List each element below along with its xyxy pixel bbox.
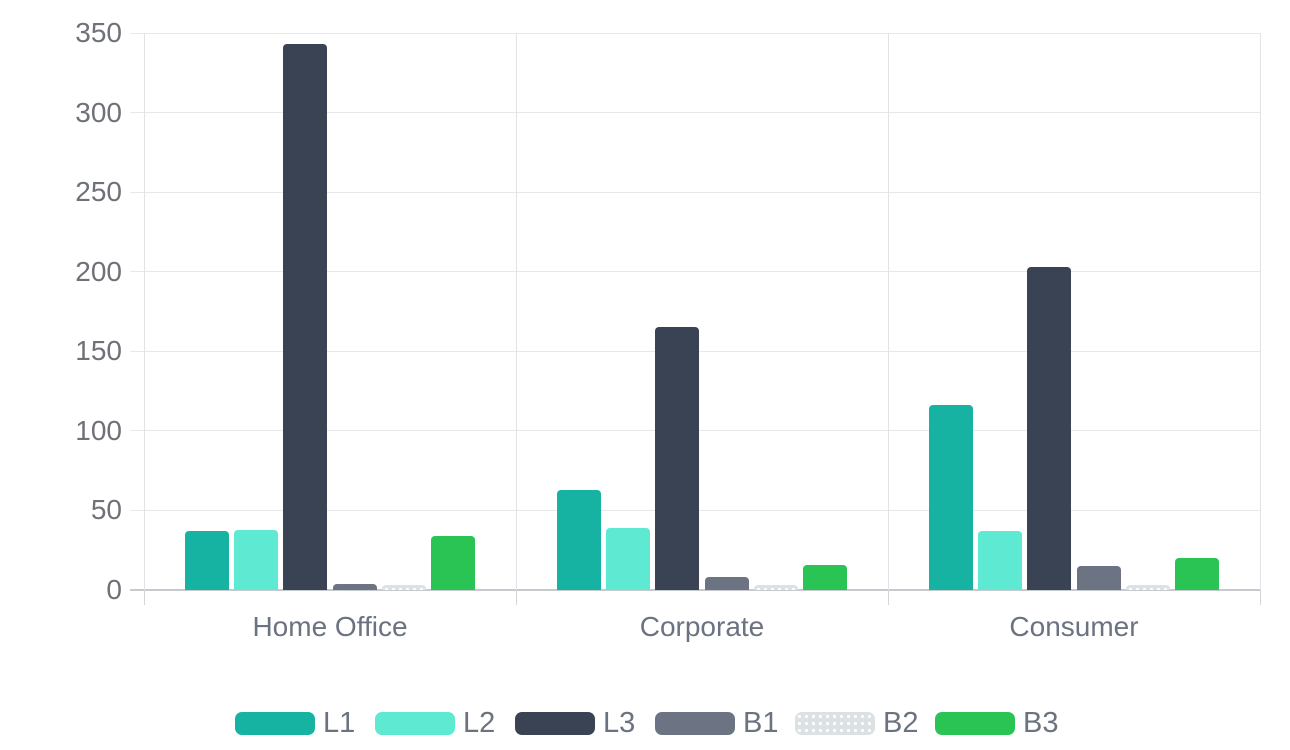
- legend: L1 L2 L3 B1 B2 B3: [0, 700, 1290, 746]
- legend-swatch-b2: [795, 711, 875, 735]
- x-axis-baseline: [130, 589, 1260, 591]
- bar-l3-home-office[interactable]: [283, 44, 328, 590]
- bar-b2-home-office[interactable]: [381, 585, 426, 590]
- bar-b2-corporate[interactable]: [753, 585, 798, 590]
- legend-item-b3[interactable]: B3: [935, 706, 1059, 739]
- gridline: [130, 112, 1260, 114]
- gridline: [130, 191, 1260, 193]
- legend-item-l1[interactable]: L1: [235, 706, 356, 739]
- legend-swatch-l2: [375, 711, 455, 735]
- x-axis-tick: [143, 590, 145, 605]
- legend-swatch-b1: [655, 711, 735, 735]
- y-axis-tick-label: 350: [75, 17, 122, 48]
- bar-b1-home-office[interactable]: [332, 583, 377, 590]
- x-axis-label-consumer: Consumer: [1009, 611, 1139, 642]
- x-axis-tick: [1259, 590, 1261, 605]
- legend-item-l3[interactable]: L3: [515, 706, 636, 739]
- bar-b1-consumer[interactable]: [1076, 566, 1121, 590]
- gridline: [130, 32, 1260, 34]
- x-axis-tick: [515, 590, 517, 605]
- category-separator: [515, 33, 517, 590]
- bar-l3-corporate[interactable]: [655, 327, 700, 590]
- bar-b3-consumer[interactable]: [1175, 558, 1219, 590]
- y-axis-tick-label: 0: [106, 574, 122, 605]
- bar-b1-corporate[interactable]: [704, 577, 749, 590]
- legend-label-b3: B3: [1023, 706, 1059, 739]
- legend-item-l2[interactable]: L2: [375, 706, 496, 739]
- legend-swatch-l1: [235, 711, 315, 735]
- y-axis-tick-label: 150: [75, 335, 122, 367]
- legend-swatch-l3: [515, 711, 595, 735]
- category-separator: [887, 33, 889, 590]
- y-axis-tick-label: 100: [75, 414, 122, 446]
- x-axis-label-corporate: Corporate: [639, 611, 765, 642]
- bar-l1-home-office[interactable]: [185, 531, 229, 590]
- bar-l2-corporate[interactable]: [606, 527, 651, 590]
- legend-label-b1: B1: [743, 706, 779, 739]
- legend-label-l3: L3: [603, 706, 636, 739]
- bar-l3-consumer[interactable]: [1027, 266, 1072, 590]
- y-axis-tick-label: 50: [90, 494, 122, 526]
- legend-item-b2[interactable]: B2: [795, 706, 919, 739]
- legend-label-l1: L1: [323, 706, 356, 739]
- x-axis-tick: [887, 590, 889, 605]
- legend-swatch-b3: [935, 711, 1015, 735]
- y-axis-tick-label: 200: [75, 255, 122, 287]
- x-axis-label-home-office: Home Office: [252, 611, 408, 642]
- y-axis-tick-label: 250: [75, 176, 122, 208]
- bar-b2-consumer[interactable]: [1125, 585, 1170, 590]
- bar-l1-consumer[interactable]: [929, 405, 973, 590]
- legend-label-b2: B2: [883, 706, 919, 739]
- plot-border-right: [1259, 33, 1261, 590]
- bar-b3-corporate[interactable]: [803, 564, 847, 590]
- gridline: [130, 271, 1260, 273]
- bar-l1-corporate[interactable]: [557, 489, 601, 590]
- bar-l2-consumer[interactable]: [978, 531, 1023, 590]
- y-axis-line: [143, 33, 145, 590]
- bar-b3-home-office[interactable]: [431, 535, 475, 590]
- y-axis-tick-label: 300: [75, 96, 122, 128]
- legend-label-l2: L2: [463, 706, 496, 739]
- bar-l2-home-office[interactable]: [234, 529, 279, 590]
- legend-item-b1[interactable]: B1: [655, 706, 779, 739]
